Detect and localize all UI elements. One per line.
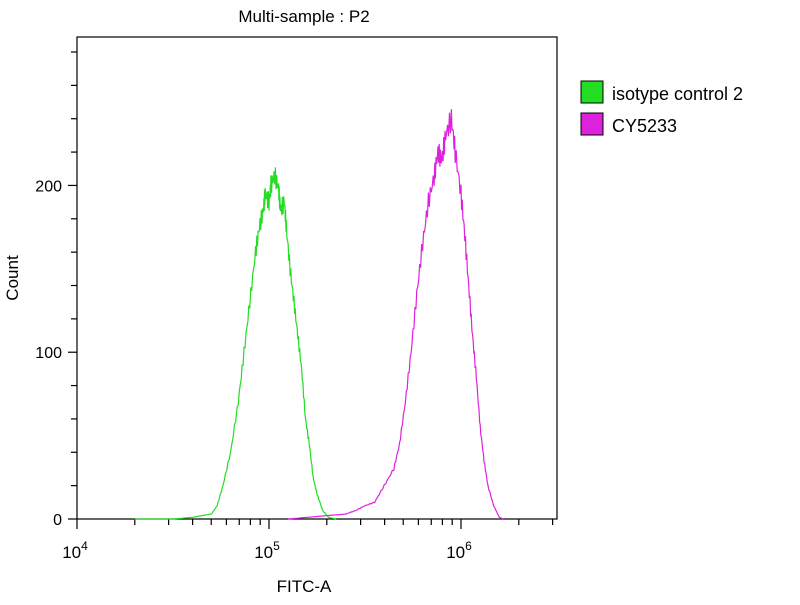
legend-label: CY5233 (612, 116, 677, 136)
series-line-isotype-control (134, 167, 337, 520)
x-axis-label: FITC-A (277, 577, 332, 596)
chart-title: Multi-sample : P2 (238, 7, 369, 26)
y-tick-label: 100 (35, 345, 62, 362)
x-tick-label: 106 (446, 539, 472, 562)
y-tick-label: 0 (53, 512, 62, 529)
legend-label: isotype control 2 (612, 84, 743, 104)
legend-item: CY5233 (580, 112, 677, 136)
y-tick-label: 200 (35, 178, 62, 195)
legend-item: isotype control 2 (580, 80, 743, 104)
series-line-cy5233 (288, 109, 504, 520)
x-tick-label: 104 (62, 539, 88, 562)
legend: isotype control 2 CY5233 (580, 80, 743, 136)
plot-frame (76, 36, 558, 520)
x-tick-label: 105 (254, 539, 280, 562)
legend-swatch-magenta (580, 112, 604, 136)
y-axis-label: Count (3, 255, 22, 301)
legend-swatch-green (580, 80, 604, 104)
